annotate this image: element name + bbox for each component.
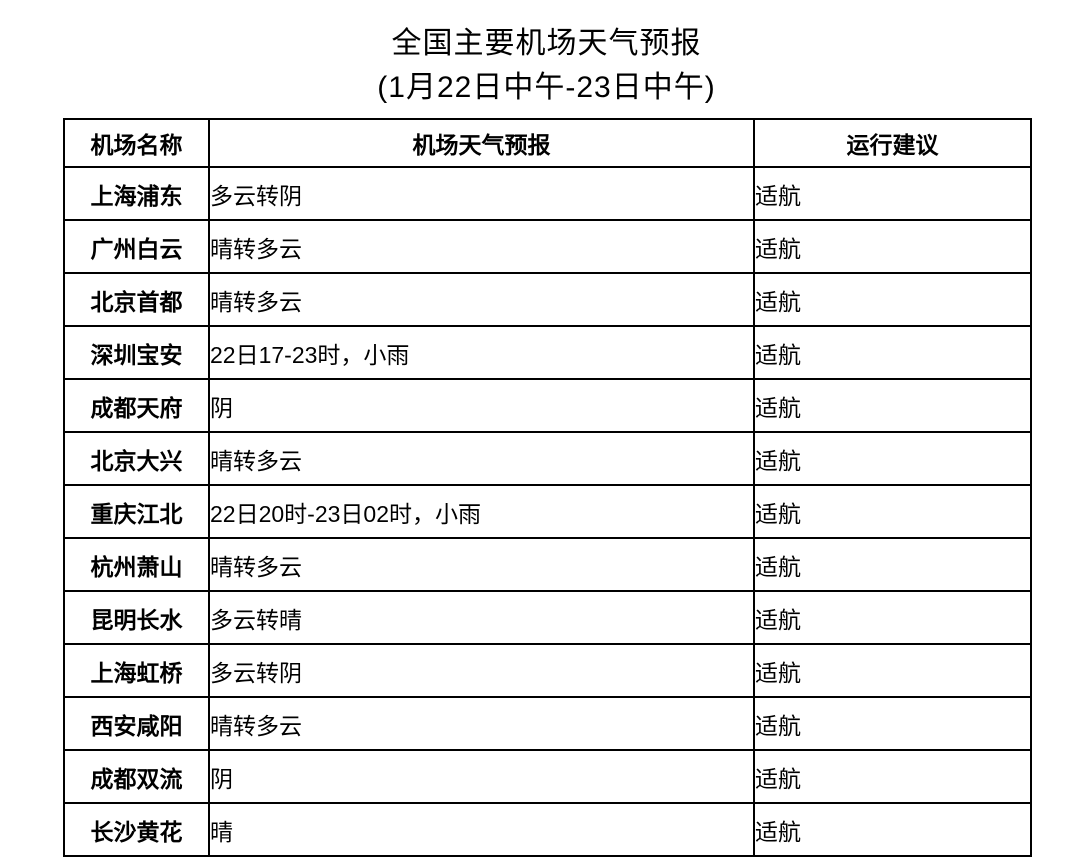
airport-name-cell: 西安咸阳: [63, 696, 210, 751]
weather-forecast-cell: 晴转多云: [208, 219, 755, 274]
airport-name-cell: 北京首都: [63, 272, 210, 327]
operation-advice-cell: 适航: [753, 325, 1032, 380]
airport-name-cell: 上海虹桥: [63, 643, 210, 698]
operation-advice-cell: 适航: [753, 696, 1032, 751]
operation-advice-cell: 适航: [753, 590, 1032, 645]
weather-forecast-cell: 晴转多云: [208, 272, 755, 327]
weather-forecast-cell: 多云转阴: [208, 166, 755, 221]
header-airport-name: 机场名称: [63, 118, 210, 168]
table-body: 上海浦东 多云转阴 适航 广州白云 晴转多云 适航 北京首都 晴转多云 适航 深圳宝安 22日17-…: [63, 166, 1032, 857]
operation-advice-cell: 适航: [753, 802, 1032, 857]
weather-forecast-cell: 阴: [208, 378, 755, 433]
table-header-row: 机场名称 机场天气预报 运行建议: [63, 118, 1032, 168]
operation-advice-cell: 适航: [753, 431, 1032, 486]
airport-name-cell: 成都天府: [63, 378, 210, 433]
table-row: 昆明长水 多云转晴 适航: [63, 590, 1032, 645]
operation-advice-cell: 适航: [753, 537, 1032, 592]
operation-advice-cell: 适航: [753, 484, 1032, 539]
operation-advice-cell: 适航: [753, 166, 1032, 221]
airport-name-cell: 杭州萧山: [63, 537, 210, 592]
operation-advice-cell: 适航: [753, 219, 1032, 274]
weather-forecast-cell: 晴: [208, 802, 755, 857]
airport-name-cell: 上海浦东: [63, 166, 210, 221]
page-title: 全国主要机场天气预报: [391, 27, 702, 60]
airport-name-cell: 广州白云: [63, 219, 210, 274]
airport-name-cell: 成都双流: [63, 749, 210, 804]
weather-forecast-cell: 晴转多云: [208, 696, 755, 751]
table-row: 北京首都 晴转多云 适航: [63, 272, 1032, 327]
table-row: 成都双流阴适航: [63, 749, 1032, 804]
table-row: 长沙黄花晴适航: [63, 802, 1032, 857]
weather-forecast-cell: 多云转阴: [208, 643, 755, 698]
weather-forecast-cell: 晴转多云: [208, 431, 755, 486]
table-row: 深圳宝安 22日17-23时，小雨 适航: [63, 325, 1032, 380]
table-row: 上海虹桥 多云转阴 适航: [63, 643, 1032, 698]
operation-advice-cell: 适航: [753, 643, 1032, 698]
table-row: 广州白云 晴转多云 适航: [63, 219, 1032, 274]
table-row: 成都天府阴适航: [63, 378, 1032, 433]
header-operation-advice: 运行建议: [753, 118, 1032, 168]
table-row: 上海浦东 多云转阴 适航: [63, 166, 1032, 221]
airport-name-cell: 昆明长水: [63, 590, 210, 645]
weather-forecast-cell: 22日20时-23日02时，小雨: [208, 484, 755, 539]
airport-weather-table: 机场名称 机场天气预报 运行建议 上海浦东 多云转阴 适航 广州白云 晴转多云 适航 北京首…: [63, 118, 1032, 857]
airport-name-cell: 北京大兴: [63, 431, 210, 486]
table-row: 北京大兴 晴转多云 适航: [63, 431, 1032, 486]
header-weather-forecast: 机场天气预报: [208, 118, 755, 168]
page-heading: 全国主要机场天气预报 (1月22日中午-23日中午): [63, 0, 1030, 110]
weather-forecast-cell: 阴: [208, 749, 755, 804]
airport-name-cell: 长沙黄花: [63, 802, 210, 857]
table-row: 西安咸阳 晴转多云 适航: [63, 696, 1032, 751]
table-row: 重庆江北 22日20时-23日02时，小雨 适航: [63, 484, 1032, 539]
operation-advice-cell: 适航: [753, 272, 1032, 327]
weather-forecast-cell: 晴转多云: [208, 537, 755, 592]
table-row: 杭州萧山 晴转多云 适航: [63, 537, 1032, 592]
operation-advice-cell: 适航: [753, 749, 1032, 804]
page-subtitle: (1月22日中午-23日中午): [377, 71, 716, 104]
airport-name-cell: 深圳宝安: [63, 325, 210, 380]
weather-forecast-cell: 多云转晴: [208, 590, 755, 645]
weather-forecast-cell: 22日17-23时，小雨: [208, 325, 755, 380]
airport-name-cell: 重庆江北: [63, 484, 210, 539]
operation-advice-cell: 适航: [753, 378, 1032, 433]
